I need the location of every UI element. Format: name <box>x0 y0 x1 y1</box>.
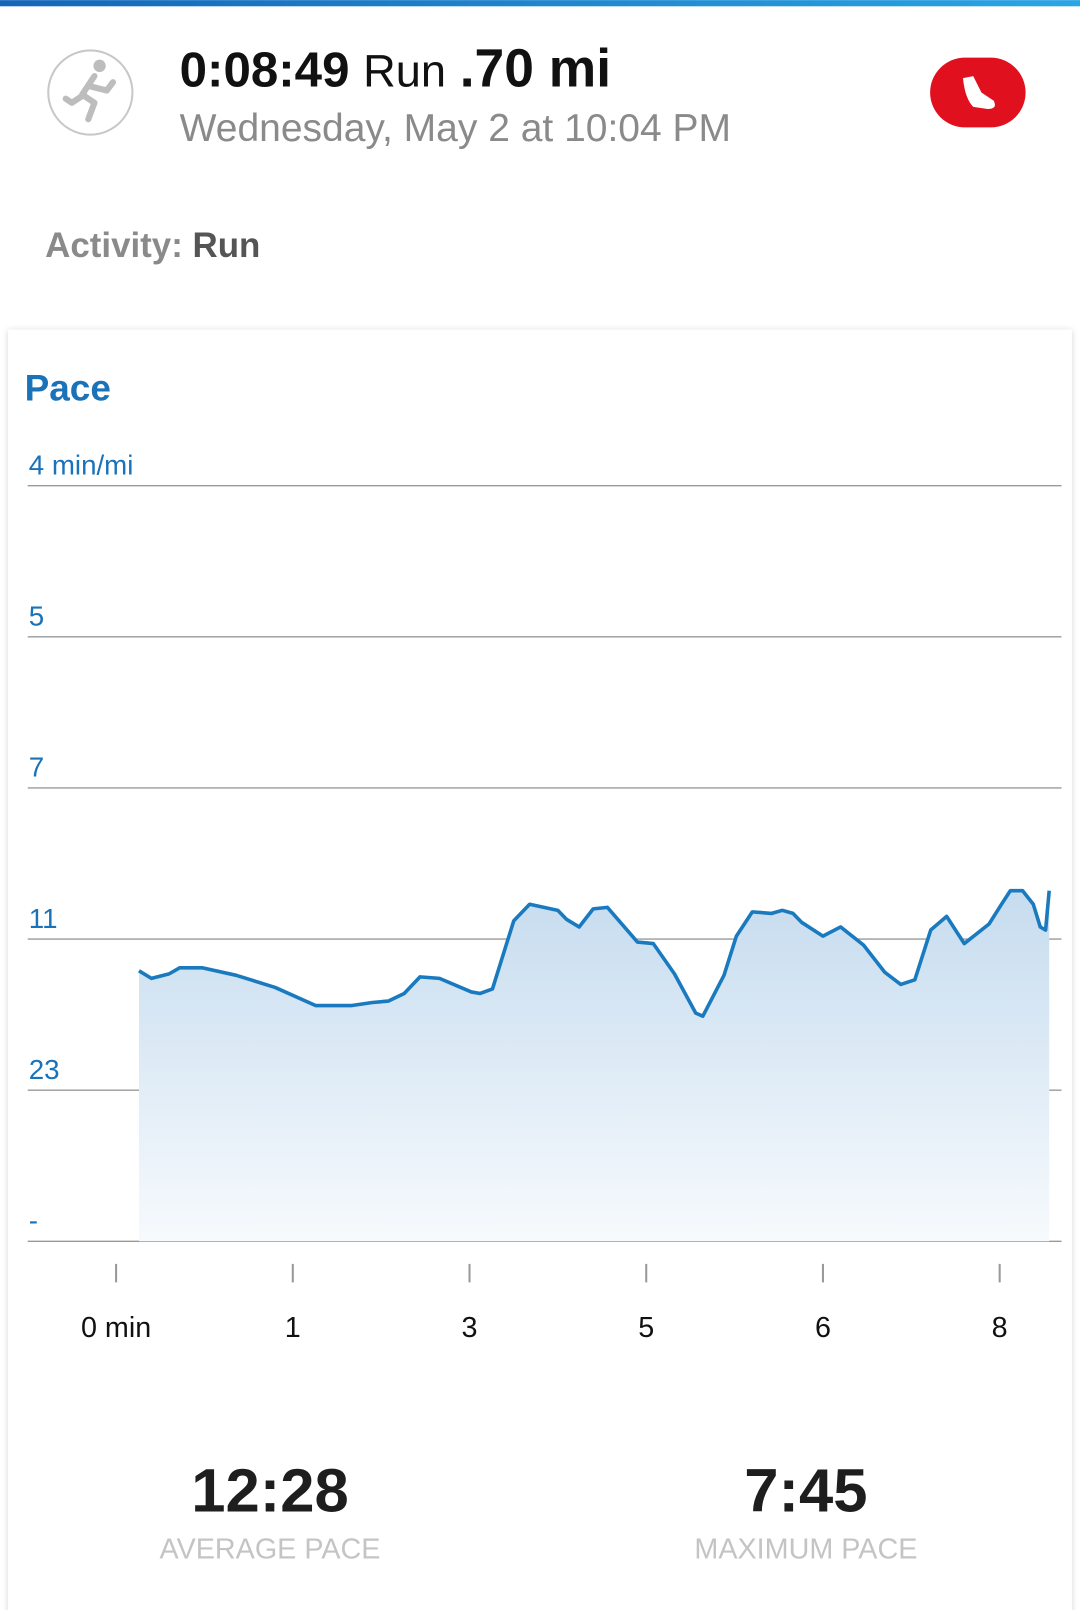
x-tick-label: 0 min <box>81 1312 151 1344</box>
header-title: 0:08:49 Run .70 mi <box>180 39 611 98</box>
activity-type: Run <box>363 45 446 96</box>
stats: 12:28 AVERAGE PACE 7:45 MAXIMUM PACE <box>160 1456 918 1565</box>
duration: 0:08:49 <box>180 42 350 97</box>
activity-value: Run <box>193 226 261 265</box>
area <box>139 890 1050 1242</box>
plot: 4 min/mi 5 7 11 23 - 0 min 1 3 5 6 8 <box>27 449 1062 1344</box>
stat-value: 7:45 <box>744 1456 867 1525</box>
activity-row: Activity: Run <box>45 226 260 265</box>
stat-value: 12:28 <box>191 1456 349 1525</box>
y-tick-label: 7 <box>29 752 44 783</box>
x-tick-label: 6 <box>815 1312 831 1344</box>
y-tick-label: 4 min/mi <box>29 449 134 480</box>
top-bar <box>0 0 1080 7</box>
x-tick-label: 8 <box>992 1312 1008 1344</box>
chart-title: Pace <box>25 368 111 409</box>
x-tick-label: 3 <box>462 1312 478 1344</box>
activity-label: Activity: <box>45 226 183 265</box>
activity-icon <box>47 49 134 136</box>
x-tick-label: 5 <box>638 1312 654 1344</box>
shoe-button[interactable] <box>930 57 1026 128</box>
line <box>138 888 1051 1018</box>
y-tick-label: 23 <box>29 1054 60 1085</box>
header-subtitle: Wednesday, May 2 at 10:04 PM <box>180 107 731 150</box>
stat-label: MAXIMUM PACE <box>694 1534 917 1566</box>
distance: .70 mi <box>460 39 611 98</box>
y-tick-label: 11 <box>29 903 58 934</box>
y-tick-label: - <box>29 1205 38 1236</box>
stat-label: AVERAGE PACE <box>160 1534 381 1566</box>
y-tick-label: 5 <box>29 601 44 632</box>
x-tick-label: 1 <box>285 1312 301 1344</box>
